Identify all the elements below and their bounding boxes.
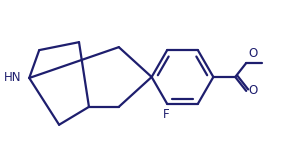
Text: O: O xyxy=(248,84,257,97)
Text: O: O xyxy=(248,47,257,60)
Text: HN: HN xyxy=(4,72,21,84)
Text: F: F xyxy=(163,108,169,121)
